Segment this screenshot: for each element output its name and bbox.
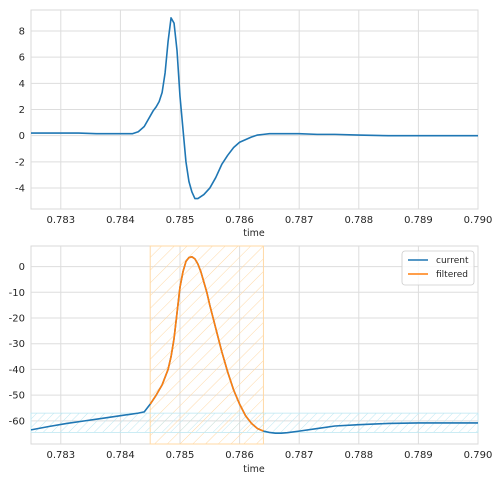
y-tick-label: -2	[15, 157, 25, 168]
y-tick-label: -60	[9, 416, 25, 427]
bottom-x-tick-labels: 0.783 0.784 0.785 0.786 0.787 0.788 0.789 0.790	[46, 450, 492, 461]
legend: current filtered	[401, 250, 475, 286]
bottom-series-layer	[30, 256, 478, 434]
top-x-axis-label: time	[243, 228, 265, 239]
y-tick-label: -4	[15, 184, 25, 195]
top-y-tick-labels: -4 -2 0 2 4 6 8	[15, 26, 25, 194]
x-tick-label: 0.784	[106, 215, 135, 226]
y-tick-label: -20	[9, 314, 25, 325]
x-tick-label: 0.785	[166, 215, 195, 226]
y-tick-label: -30	[9, 339, 25, 350]
x-tick-label: 0.788	[344, 450, 373, 461]
legend-label-filtered: filtered	[436, 270, 468, 280]
x-tick-label: 0.786	[225, 215, 254, 226]
y-tick-label: 8	[19, 26, 25, 37]
bottom-x-axis-label: time	[243, 464, 265, 475]
y-tick-label: 0	[19, 131, 25, 142]
bottom-y-tick-labels: -60 -50 -40 -30 -20 -10 0	[9, 262, 25, 427]
x-tick-label: 0.787	[285, 215, 314, 226]
top-plot: -4 -2 0 2 4 6 8 0.783 0.784 0.785 0.786 0.787 0.788…	[15, 9, 492, 239]
x-tick-label: 0.789	[404, 215, 433, 226]
x-tick-label: 0.784	[106, 450, 135, 461]
x-tick-label: 0.785	[166, 450, 195, 461]
top-x-tick-labels: 0.783 0.784 0.785 0.786 0.787 0.788 0.789 0.790	[46, 215, 492, 226]
bottom-plot: -60 -50 -40 -30 -20 -10 0 0.783 0.784 0.785 0.786…	[9, 245, 492, 475]
x-tick-label: 0.788	[344, 215, 373, 226]
y-tick-label: 4	[19, 79, 25, 90]
top-series-layer	[31, 17, 478, 200]
y-tick-label: -10	[9, 288, 25, 299]
x-tick-label: 0.789	[404, 450, 433, 461]
y-tick-label: 0	[19, 262, 25, 273]
x-tick-label: 0.783	[46, 215, 75, 226]
series-line-filtered	[149, 256, 264, 432]
top-grid	[31, 10, 479, 209]
x-tick-label: 0.790	[464, 215, 493, 226]
y-tick-label: 2	[19, 105, 25, 116]
y-tick-label: -50	[9, 391, 25, 402]
y-tick-label: -40	[9, 365, 25, 376]
y-tick-label: 6	[19, 53, 25, 64]
x-tick-label: 0.790	[464, 450, 493, 461]
shaded-region-window	[149, 245, 264, 445]
bottom-shaded-regions	[30, 245, 479, 445]
x-tick-label: 0.783	[46, 450, 75, 461]
series-line-main	[31, 17, 478, 200]
legend-label-current: current	[436, 256, 469, 266]
x-tick-label: 0.787	[285, 450, 314, 461]
x-tick-label: 0.786	[225, 450, 254, 461]
